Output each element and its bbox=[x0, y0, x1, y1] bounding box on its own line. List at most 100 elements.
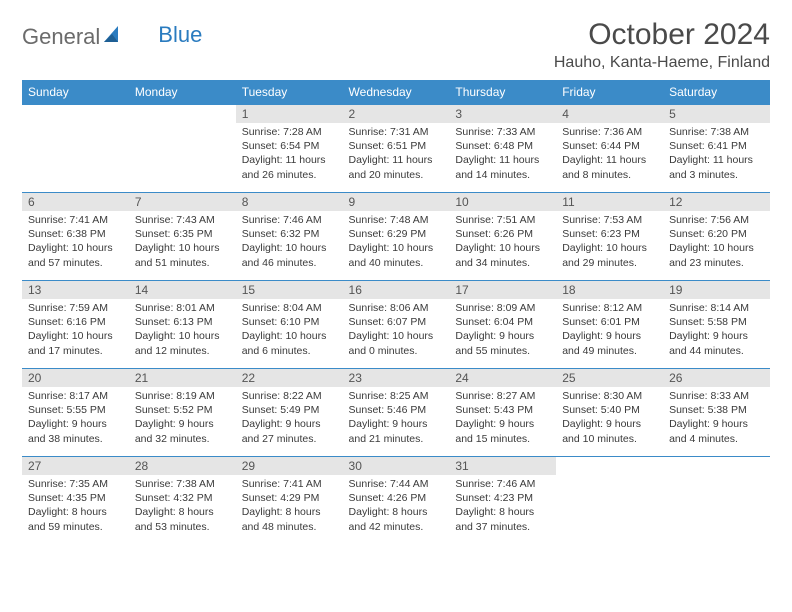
daylight-text: Daylight: 9 hours bbox=[135, 417, 230, 431]
weekday-header: Thursday bbox=[449, 80, 556, 105]
day-details: Sunrise: 8:30 AMSunset: 5:40 PMDaylight:… bbox=[556, 387, 663, 450]
calendar-day-cell: 20Sunrise: 8:17 AMSunset: 5:55 PMDayligh… bbox=[22, 369, 129, 457]
sunrise-text: Sunrise: 8:09 AM bbox=[455, 301, 550, 315]
day-number: 22 bbox=[236, 369, 343, 387]
daylight-text: and 15 minutes. bbox=[455, 432, 550, 446]
sunset-text: Sunset: 5:52 PM bbox=[135, 403, 230, 417]
day-details: Sunrise: 7:41 AMSunset: 6:38 PMDaylight:… bbox=[22, 211, 129, 274]
sunrise-text: Sunrise: 7:41 AM bbox=[28, 213, 123, 227]
calendar-day-cell: .. bbox=[129, 105, 236, 193]
logo-text-1: General bbox=[22, 24, 100, 50]
day-number: 7 bbox=[129, 193, 236, 211]
weekday-header: Friday bbox=[556, 80, 663, 105]
weekday-header: Tuesday bbox=[236, 80, 343, 105]
sunrise-text: Sunrise: 8:14 AM bbox=[669, 301, 764, 315]
day-number: 19 bbox=[663, 281, 770, 299]
calendar-day-cell: 1Sunrise: 7:28 AMSunset: 6:54 PMDaylight… bbox=[236, 105, 343, 193]
calendar-day-cell: 13Sunrise: 7:59 AMSunset: 6:16 PMDayligh… bbox=[22, 281, 129, 369]
sunset-text: Sunset: 4:35 PM bbox=[28, 491, 123, 505]
sunrise-text: Sunrise: 7:41 AM bbox=[242, 477, 337, 491]
sunrise-text: Sunrise: 7:46 AM bbox=[242, 213, 337, 227]
day-number: 27 bbox=[22, 457, 129, 475]
daylight-text: Daylight: 9 hours bbox=[242, 417, 337, 431]
sunset-text: Sunset: 6:07 PM bbox=[349, 315, 444, 329]
daylight-text: and 14 minutes. bbox=[455, 168, 550, 182]
daylight-text: and 34 minutes. bbox=[455, 256, 550, 270]
day-details: Sunrise: 7:31 AMSunset: 6:51 PMDaylight:… bbox=[343, 123, 450, 186]
sunset-text: Sunset: 6:01 PM bbox=[562, 315, 657, 329]
daylight-text: and 20 minutes. bbox=[349, 168, 444, 182]
day-details: Sunrise: 8:22 AMSunset: 5:49 PMDaylight:… bbox=[236, 387, 343, 450]
daylight-text: and 27 minutes. bbox=[242, 432, 337, 446]
calendar-week-row: 27Sunrise: 7:35 AMSunset: 4:35 PMDayligh… bbox=[22, 457, 770, 545]
day-number: 14 bbox=[129, 281, 236, 299]
daylight-text: and 40 minutes. bbox=[349, 256, 444, 270]
calendar-day-cell: 7Sunrise: 7:43 AMSunset: 6:35 PMDaylight… bbox=[129, 193, 236, 281]
calendar-day-cell: 16Sunrise: 8:06 AMSunset: 6:07 PMDayligh… bbox=[343, 281, 450, 369]
daylight-text: and 44 minutes. bbox=[669, 344, 764, 358]
sunrise-text: Sunrise: 8:04 AM bbox=[242, 301, 337, 315]
day-details: Sunrise: 8:14 AMSunset: 5:58 PMDaylight:… bbox=[663, 299, 770, 362]
day-details: Sunrise: 7:33 AMSunset: 6:48 PMDaylight:… bbox=[449, 123, 556, 186]
daylight-text: Daylight: 11 hours bbox=[455, 153, 550, 167]
sunrise-text: Sunrise: 8:30 AM bbox=[562, 389, 657, 403]
sunset-text: Sunset: 4:32 PM bbox=[135, 491, 230, 505]
calendar-day-cell: 24Sunrise: 8:27 AMSunset: 5:43 PMDayligh… bbox=[449, 369, 556, 457]
day-number: 25 bbox=[556, 369, 663, 387]
daylight-text: Daylight: 10 hours bbox=[562, 241, 657, 255]
day-details: Sunrise: 7:51 AMSunset: 6:26 PMDaylight:… bbox=[449, 211, 556, 274]
sunrise-text: Sunrise: 7:59 AM bbox=[28, 301, 123, 315]
daylight-text: Daylight: 8 hours bbox=[455, 505, 550, 519]
weekday-header: Saturday bbox=[663, 80, 770, 105]
day-number: 13 bbox=[22, 281, 129, 299]
day-details: Sunrise: 8:19 AMSunset: 5:52 PMDaylight:… bbox=[129, 387, 236, 450]
day-details: Sunrise: 8:17 AMSunset: 5:55 PMDaylight:… bbox=[22, 387, 129, 450]
daylight-text: Daylight: 10 hours bbox=[242, 241, 337, 255]
sunset-text: Sunset: 5:46 PM bbox=[349, 403, 444, 417]
daylight-text: Daylight: 10 hours bbox=[349, 241, 444, 255]
calendar-day-cell: 30Sunrise: 7:44 AMSunset: 4:26 PMDayligh… bbox=[343, 457, 450, 545]
page-title: October 2024 bbox=[554, 18, 770, 52]
daylight-text: Daylight: 10 hours bbox=[135, 241, 230, 255]
day-details: Sunrise: 7:43 AMSunset: 6:35 PMDaylight:… bbox=[129, 211, 236, 274]
calendar-day-cell: 19Sunrise: 8:14 AMSunset: 5:58 PMDayligh… bbox=[663, 281, 770, 369]
day-number: 2 bbox=[343, 105, 450, 123]
daylight-text: Daylight: 10 hours bbox=[242, 329, 337, 343]
calendar-day-cell: 2Sunrise: 7:31 AMSunset: 6:51 PMDaylight… bbox=[343, 105, 450, 193]
calendar-day-cell: 6Sunrise: 7:41 AMSunset: 6:38 PMDaylight… bbox=[22, 193, 129, 281]
sunrise-text: Sunrise: 7:38 AM bbox=[669, 125, 764, 139]
daylight-text: and 12 minutes. bbox=[135, 344, 230, 358]
day-details: Sunrise: 7:44 AMSunset: 4:26 PMDaylight:… bbox=[343, 475, 450, 538]
calendar-body: ....1Sunrise: 7:28 AMSunset: 6:54 PMDayl… bbox=[22, 105, 770, 545]
calendar-day-cell: 22Sunrise: 8:22 AMSunset: 5:49 PMDayligh… bbox=[236, 369, 343, 457]
day-details: Sunrise: 7:35 AMSunset: 4:35 PMDaylight:… bbox=[22, 475, 129, 538]
day-number: 31 bbox=[449, 457, 556, 475]
daylight-text: Daylight: 9 hours bbox=[28, 417, 123, 431]
daylight-text: and 55 minutes. bbox=[455, 344, 550, 358]
daylight-text: Daylight: 10 hours bbox=[135, 329, 230, 343]
daylight-text: and 46 minutes. bbox=[242, 256, 337, 270]
sunrise-text: Sunrise: 7:56 AM bbox=[669, 213, 764, 227]
sunset-text: Sunset: 6:20 PM bbox=[669, 227, 764, 241]
weekday-header: Sunday bbox=[22, 80, 129, 105]
sunrise-text: Sunrise: 8:06 AM bbox=[349, 301, 444, 315]
day-details: Sunrise: 8:27 AMSunset: 5:43 PMDaylight:… bbox=[449, 387, 556, 450]
day-details: Sunrise: 7:28 AMSunset: 6:54 PMDaylight:… bbox=[236, 123, 343, 186]
calendar-day-cell: .. bbox=[556, 457, 663, 545]
daylight-text: and 21 minutes. bbox=[349, 432, 444, 446]
daylight-text: Daylight: 8 hours bbox=[242, 505, 337, 519]
day-number: 23 bbox=[343, 369, 450, 387]
sunset-text: Sunset: 4:26 PM bbox=[349, 491, 444, 505]
weekday-header: Monday bbox=[129, 80, 236, 105]
calendar-week-row: 6Sunrise: 7:41 AMSunset: 6:38 PMDaylight… bbox=[22, 193, 770, 281]
calendar-day-cell: 15Sunrise: 8:04 AMSunset: 6:10 PMDayligh… bbox=[236, 281, 343, 369]
daylight-text: Daylight: 8 hours bbox=[28, 505, 123, 519]
logo: General Blue bbox=[22, 18, 202, 50]
daylight-text: and 37 minutes. bbox=[455, 520, 550, 534]
sunrise-text: Sunrise: 7:43 AM bbox=[135, 213, 230, 227]
sunrise-text: Sunrise: 8:12 AM bbox=[562, 301, 657, 315]
calendar-day-cell: 28Sunrise: 7:38 AMSunset: 4:32 PMDayligh… bbox=[129, 457, 236, 545]
sunrise-text: Sunrise: 7:46 AM bbox=[455, 477, 550, 491]
sunrise-text: Sunrise: 7:28 AM bbox=[242, 125, 337, 139]
sunset-text: Sunset: 6:32 PM bbox=[242, 227, 337, 241]
